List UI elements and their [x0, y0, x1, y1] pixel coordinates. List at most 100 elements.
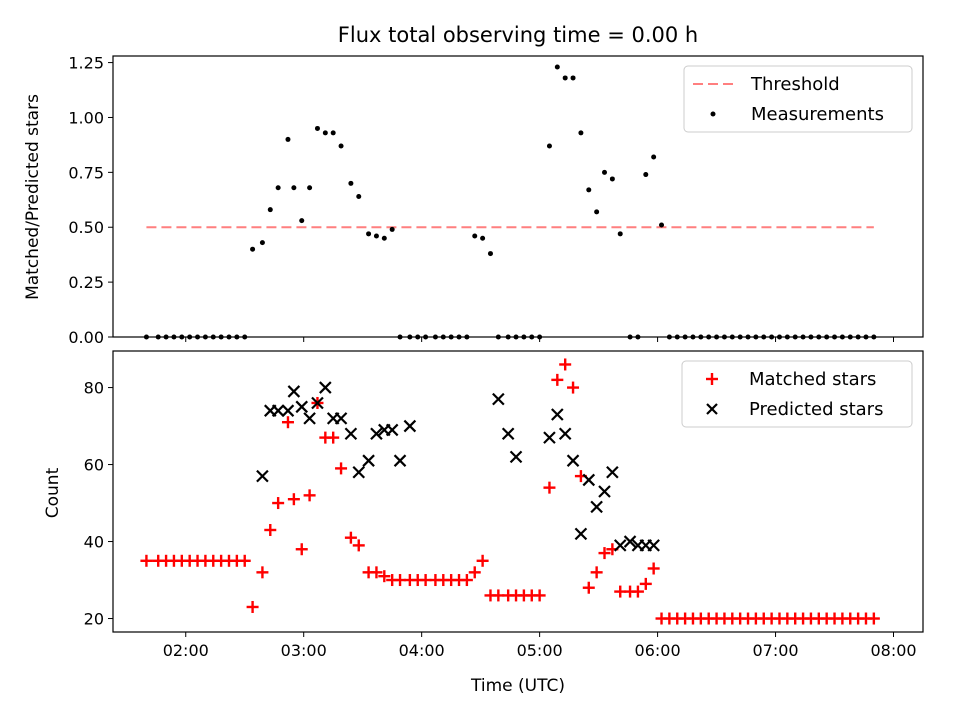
predicted-star-point: [403, 419, 417, 433]
matched-star-point: [370, 566, 383, 579]
ratio-y-tick-label: 1.00: [68, 108, 104, 127]
matched-star-point: [551, 373, 564, 386]
matched-star-point: [295, 543, 308, 556]
predicted-star-point: [271, 404, 285, 417]
matched-star-point: [647, 562, 660, 575]
predicted-star-point: [613, 539, 627, 552]
matched-star-point: [303, 489, 316, 502]
measurement-point: [487, 251, 493, 257]
count-x-tick-label: 06:00: [635, 641, 681, 660]
measurement-point: [505, 334, 511, 340]
measurement-point: [617, 231, 623, 237]
measurement-point: [824, 334, 830, 340]
predicted-star-point: [598, 485, 611, 498]
predicted-star-point: [647, 539, 660, 552]
measurement-point: [163, 334, 169, 340]
measurement-point: [586, 187, 592, 193]
predicted-star-point: [566, 454, 580, 467]
ratio-y-tick-label: 0.25: [68, 273, 104, 292]
legend-matched-label: Matched stars: [749, 369, 876, 390]
matched-star-point: [598, 547, 611, 560]
measurement-point: [285, 136, 291, 142]
count-x-tick-label: 08:00: [870, 641, 916, 660]
matched-star-point: [631, 585, 644, 598]
measurement-point: [407, 334, 413, 340]
predicted-star-point: [287, 385, 301, 398]
measurement-point: [690, 334, 696, 340]
matched-star-point: [344, 531, 357, 544]
predicted-star-point: [501, 427, 515, 441]
legend-measurements-label: Measurements: [751, 104, 884, 125]
measurement-point: [682, 334, 688, 340]
measurement-point: [784, 334, 790, 340]
measurement-point: [143, 334, 149, 340]
measurement-point: [423, 334, 429, 340]
matched-star-point: [264, 523, 277, 536]
measurement-point: [513, 334, 519, 340]
predicted-star-point: [582, 473, 596, 487]
predicted-star-point: [623, 535, 637, 548]
measurement-point: [242, 334, 248, 340]
predicted-star-point: [362, 454, 375, 467]
matched-star-point: [287, 493, 300, 506]
measurement-point: [356, 194, 362, 199]
measurement-point: [171, 334, 177, 340]
count-y-tick-label: 40: [84, 533, 104, 552]
count-y-tick-label: 20: [84, 610, 104, 629]
predicted-star-point: [319, 381, 332, 394]
measurement-point: [769, 334, 775, 340]
measurement-points: [143, 64, 877, 340]
count-x-ticks: 02:00 03:00 04:00 05:00 06:00 07:00 08:00: [163, 632, 917, 660]
matched-star-point: [378, 570, 391, 583]
predicted-star-point: [558, 427, 572, 441]
figure-title: Flux total observing time = 0.00 h: [338, 23, 698, 47]
measurement-point: [464, 334, 470, 340]
measurement-point: [456, 334, 462, 340]
measurement-point: [643, 172, 649, 178]
measurement-point: [267, 207, 273, 213]
count-y-ticks: 20 40 60 80: [84, 379, 113, 629]
measurement-point: [666, 334, 672, 340]
matched-star-point: [867, 612, 880, 625]
predicted-star-point: [543, 431, 556, 444]
legend-matched-swatch: [706, 373, 718, 385]
predicted-star-point: [295, 400, 309, 414]
measurement-point: [537, 334, 543, 340]
measurement-point: [562, 75, 568, 81]
measurement-point: [753, 334, 759, 340]
matched-star-point: [567, 381, 580, 394]
matched-star-point: [335, 462, 348, 475]
count-panel-frame: [112, 350, 924, 633]
matched-star-point: [543, 481, 556, 494]
measurement-point: [609, 176, 615, 182]
measurement-point: [529, 334, 535, 340]
count-legend: Matched stars Predicted stars: [681, 360, 913, 428]
legend-predicted-label: Predicted stars: [749, 399, 883, 420]
matched-star-point: [238, 554, 251, 567]
predicted-star-point: [574, 527, 588, 541]
matched-star-point: [590, 566, 603, 579]
ratio-legend-box: [683, 65, 913, 133]
measurement-point: [373, 233, 379, 239]
measurement-point: [737, 334, 743, 340]
ratio-panel: 0.00 0.25 0.50 0.75 1.00 1.25 Matched/Predict…: [23, 54, 924, 347]
measurement-point: [218, 334, 224, 340]
measurement-point: [195, 334, 201, 340]
predicted-star-point: [334, 412, 348, 425]
ratio-y-tick-label: 0.00: [68, 328, 104, 347]
measurement-point: [855, 334, 861, 340]
x-axis-label: Time (UTC): [470, 676, 565, 696]
matched-star-point: [533, 589, 546, 602]
measurement-point: [307, 185, 313, 191]
measurement-point: [202, 334, 208, 340]
measurement-point: [800, 334, 806, 340]
matched-star-point: [352, 539, 365, 552]
ratio-y-axis-label: Matched/Predicted stars: [23, 94, 43, 300]
measurement-point: [291, 185, 297, 191]
measurement-point: [226, 334, 232, 340]
ratio-y-ticks: 0.00 0.25 0.50 0.75 1.00 1.25: [68, 54, 113, 347]
predicted-stars-points: [256, 381, 660, 552]
predicted-star-point: [590, 500, 603, 514]
measurement-point: [847, 334, 853, 340]
